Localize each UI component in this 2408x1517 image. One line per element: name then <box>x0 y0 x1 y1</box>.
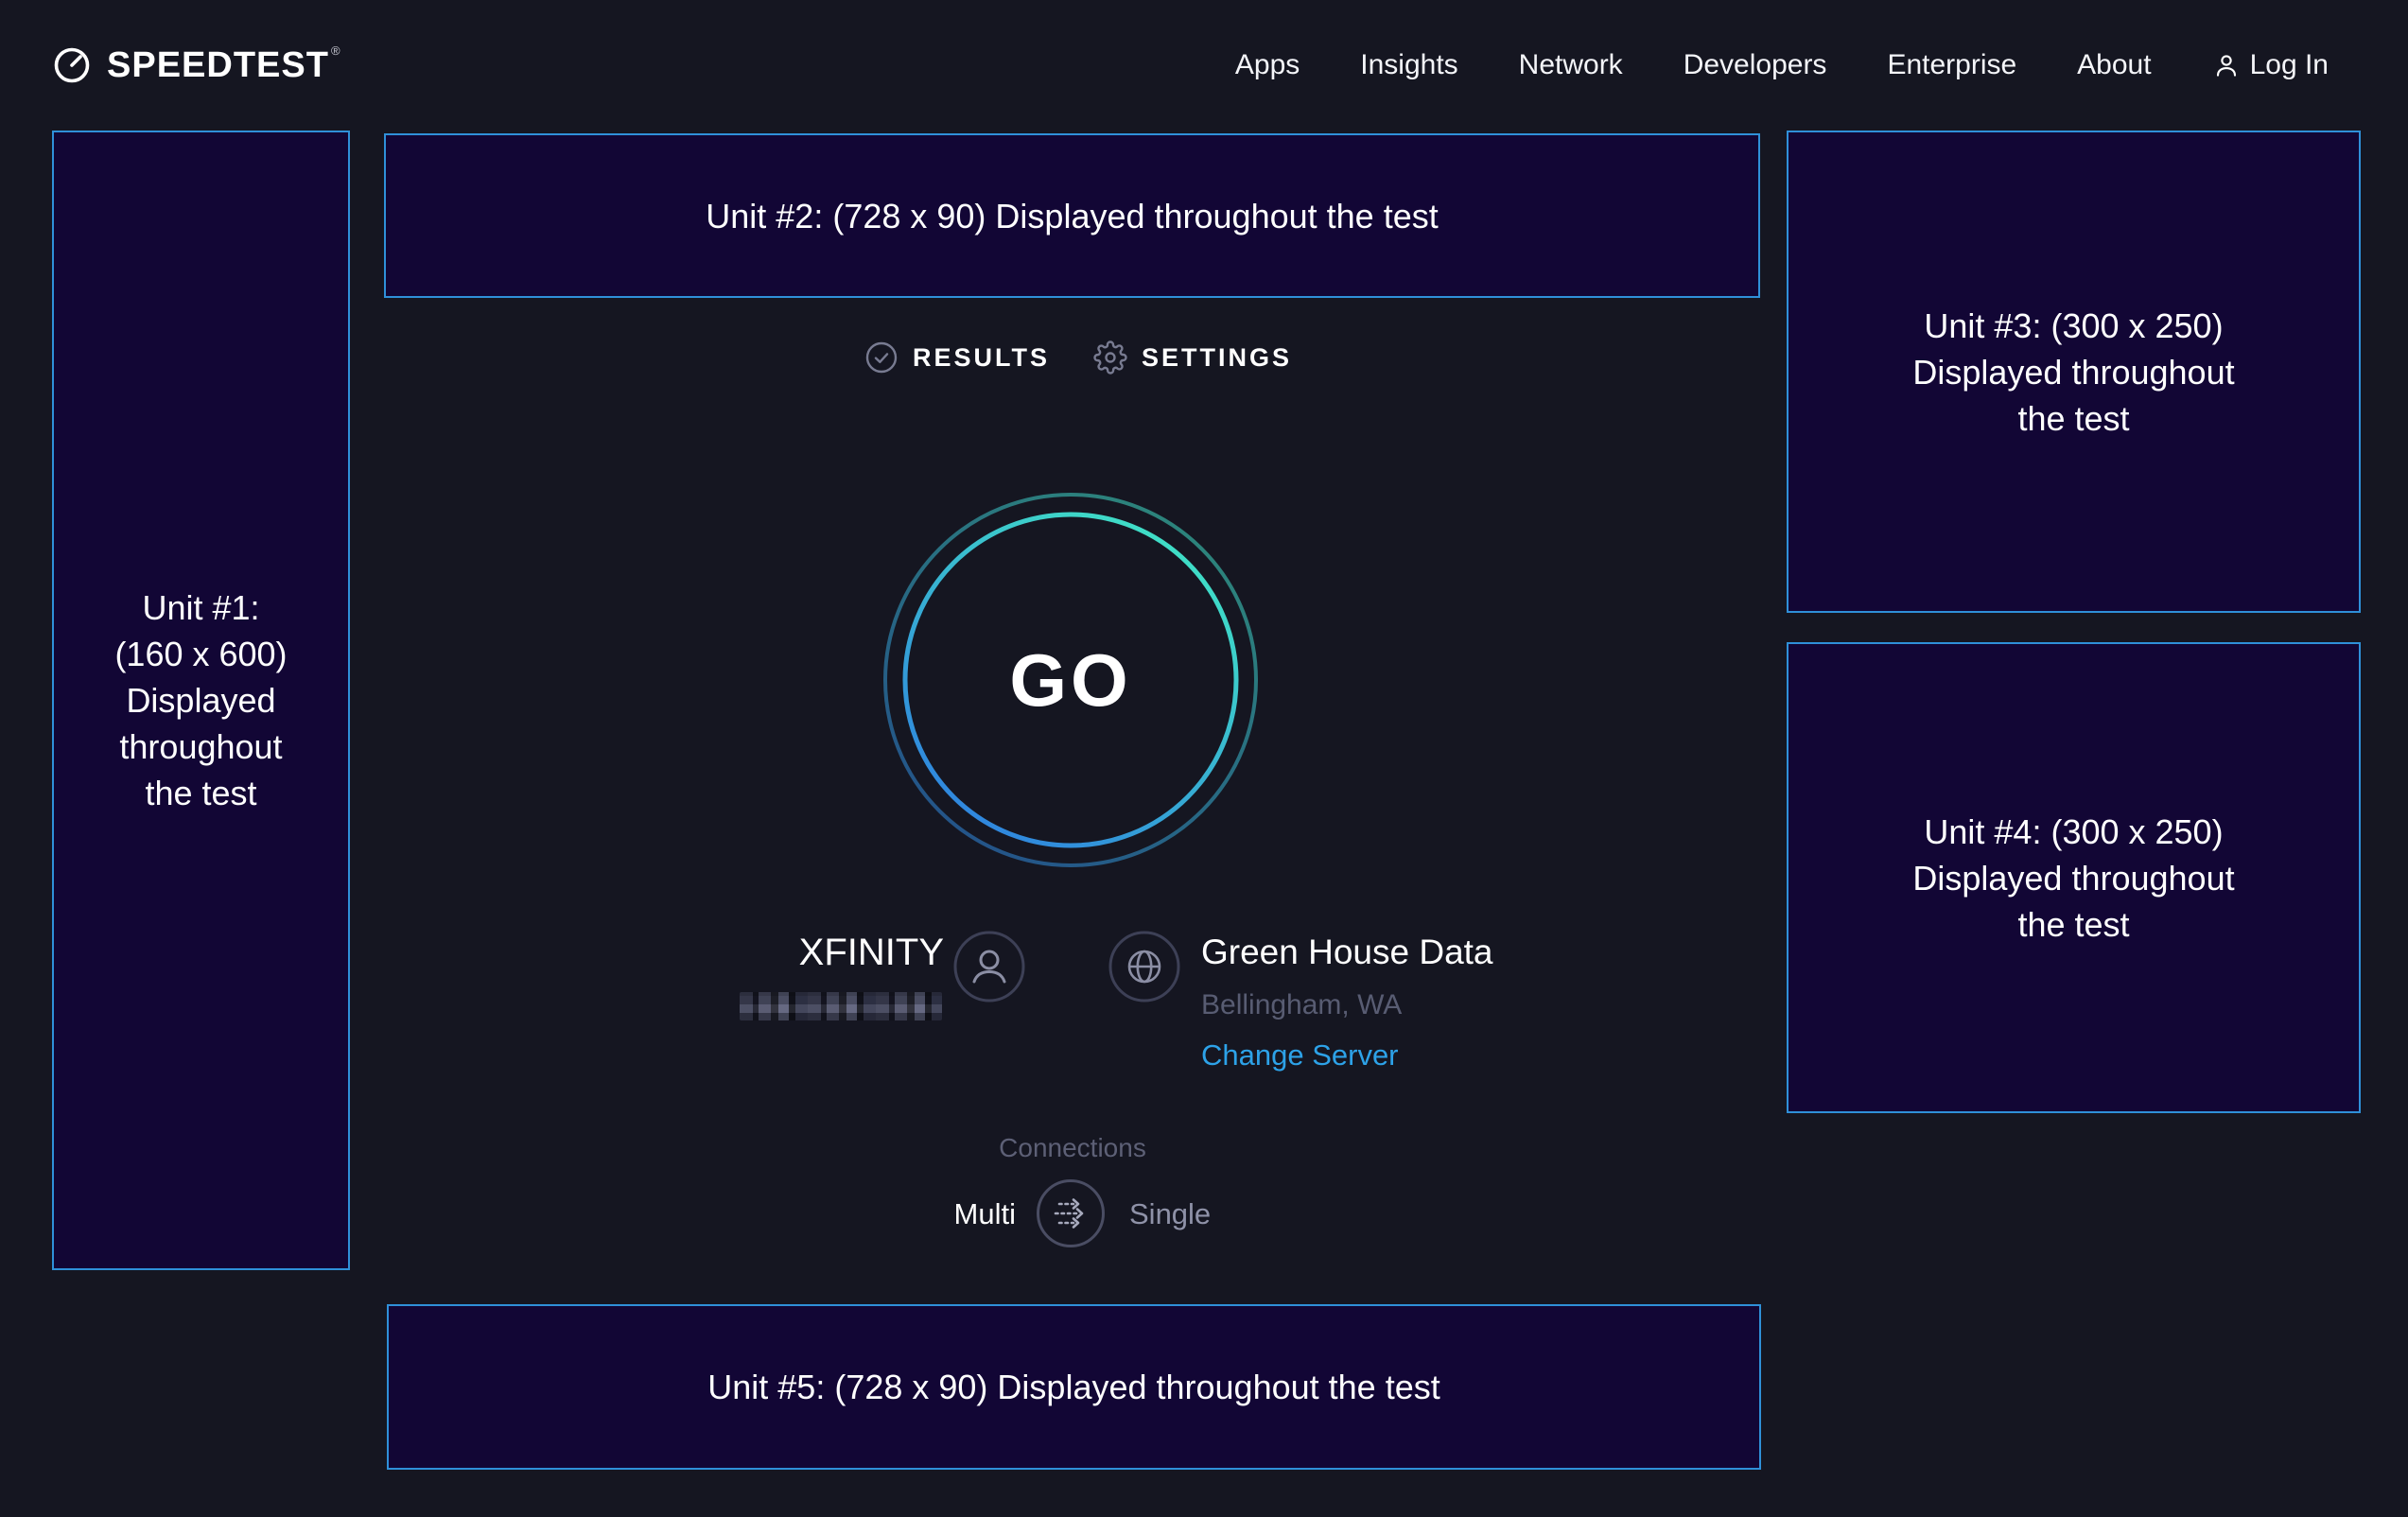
login-button[interactable]: Log In <box>2212 49 2329 81</box>
connections-label: Connections <box>999 1133 1146 1162</box>
ad-unit-1[interactable]: Unit #1: (160 x 600) Displayed throughou… <box>52 131 350 1270</box>
go-button-label: GO <box>1009 637 1132 722</box>
server-location: Bellingham, WA <box>1201 989 1403 1020</box>
nav-item-apps[interactable]: Apps <box>1234 49 1300 80</box>
connections-single-option[interactable]: Single <box>1129 1197 1212 1230</box>
go-button[interactable]: GO <box>881 491 1260 869</box>
go-button-rings <box>883 493 1258 867</box>
tab-settings-label: SETTINGS <box>1142 342 1293 372</box>
nav-item-about[interactable]: About <box>2077 49 2152 80</box>
nav-item-developers[interactable]: Developers <box>1683 49 1827 80</box>
logo-wordmark: SPEEDTEST ® <box>107 43 341 85</box>
ad-unit-5[interactable]: Unit #5: (728 x 90) Displayed throughout… <box>387 1304 1761 1470</box>
ad-unit-2[interactable]: Unit #2: (728 x 90) Displayed throughout… <box>384 133 1760 298</box>
isp-details-redacted <box>740 992 942 1020</box>
nav-item-insights[interactable]: Insights <box>1360 49 1458 80</box>
tab-results[interactable]: RESULTS <box>864 340 1050 375</box>
ad-unit-3[interactable]: Unit #3: (300 x 250) Displayed throughou… <box>1787 131 2361 613</box>
change-server-link[interactable]: Change Server <box>1201 1038 1399 1072</box>
multi-connection-arrows-icon <box>1036 1178 1106 1248</box>
nav-item-enterprise[interactable]: Enterprise <box>1887 49 2017 80</box>
tab-results-label: RESULTS <box>912 342 1050 372</box>
isp-name: XFINITY <box>798 932 944 973</box>
nav-item-network[interactable]: Network <box>1518 49 1623 80</box>
connections-multi-option[interactable]: Multi <box>953 1197 1016 1230</box>
speedtest-gauge-icon <box>52 45 92 85</box>
connections-toggle[interactable] <box>1036 1178 1106 1248</box>
top-nav-bar: SPEEDTEST ® Apps Insights Network Develop… <box>0 0 2408 131</box>
ad-unit-1-text: Unit #1: (160 x 600) Displayed throughou… <box>114 588 288 812</box>
view-tabs: RESULTS SETTINGS <box>864 340 1292 375</box>
main-nav: Apps Insights Network Developers Enterpr… <box>1235 0 2329 131</box>
check-circle-icon <box>864 340 899 375</box>
ad-unit-3-text: Unit #3: (300 x 250) Displayed throughou… <box>1912 305 2235 438</box>
speedtest-logo[interactable]: SPEEDTEST ® <box>52 0 341 131</box>
login-label: Log In <box>2249 49 2329 80</box>
isp-user-icon <box>953 931 1025 1003</box>
logo-trademark: ® <box>330 43 341 58</box>
user-icon <box>2212 51 2241 79</box>
tab-settings[interactable]: SETTINGS <box>1093 340 1292 375</box>
ad-unit-4[interactable]: Unit #4: (300 x 250) Displayed throughou… <box>1787 642 2361 1113</box>
ad-unit-2-text: Unit #2: (728 x 90) Displayed throughout… <box>706 196 1439 235</box>
gear-icon <box>1093 340 1127 375</box>
server-globe-icon <box>1108 931 1180 1003</box>
ad-unit-5-text: Unit #5: (728 x 90) Displayed throughout… <box>707 1368 1440 1406</box>
server-name: Green House Data <box>1201 933 1493 971</box>
ad-unit-4-text: Unit #4: (300 x 250) Displayed throughou… <box>1912 811 2235 944</box>
